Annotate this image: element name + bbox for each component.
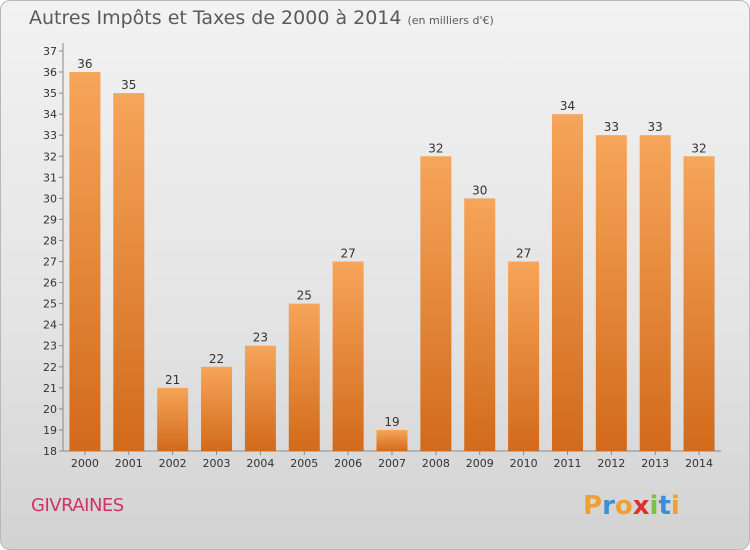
y-tick-label: 28 bbox=[43, 234, 57, 247]
bar bbox=[639, 135, 671, 452]
logo-letter: i bbox=[670, 491, 680, 521]
bar-value-label: 27 bbox=[516, 247, 531, 261]
bar-value-label: 21 bbox=[165, 373, 180, 387]
x-tick-label: 2012 bbox=[597, 457, 625, 470]
bar-value-label: 33 bbox=[604, 120, 619, 134]
x-tick-label: 2008 bbox=[422, 457, 450, 470]
logo-letter: x bbox=[632, 491, 650, 521]
x-tick-label: 2001 bbox=[115, 457, 143, 470]
bar-value-label: 27 bbox=[340, 247, 355, 261]
bar bbox=[551, 114, 583, 451]
logo-letter: o bbox=[614, 491, 633, 521]
bar bbox=[332, 261, 364, 451]
x-tick-label: 2007 bbox=[378, 457, 406, 470]
x-tick-label: 2000 bbox=[71, 457, 99, 470]
x-tick-label: 2003 bbox=[203, 457, 231, 470]
x-tick-label: 2010 bbox=[510, 457, 538, 470]
bar bbox=[683, 156, 715, 451]
chart-subtitle: (en milliers d'€) bbox=[407, 14, 494, 27]
x-tick-label: 2011 bbox=[553, 457, 581, 470]
logo-letter: P bbox=[583, 491, 603, 521]
y-tick-label: 24 bbox=[43, 319, 57, 332]
bar-value-label: 23 bbox=[253, 331, 268, 345]
bar-value-label: 30 bbox=[472, 183, 487, 197]
title-text: Autres Impôts et Taxes de 2000 à 2014 bbox=[29, 7, 402, 29]
bar bbox=[508, 261, 540, 451]
y-tick-label: 26 bbox=[43, 277, 57, 290]
town-name: GIVRAINES bbox=[31, 495, 124, 516]
bar-value-label: 33 bbox=[648, 120, 663, 134]
y-tick-label: 32 bbox=[43, 150, 57, 163]
x-tick-label: 2013 bbox=[641, 457, 669, 470]
bar-value-label: 32 bbox=[428, 141, 443, 155]
y-tick-label: 27 bbox=[43, 256, 57, 269]
y-tick-label: 36 bbox=[43, 66, 57, 79]
x-tick-label: 2005 bbox=[290, 457, 318, 470]
logo-letter: i bbox=[649, 491, 659, 521]
bar bbox=[595, 135, 627, 452]
y-tick-label: 30 bbox=[43, 192, 57, 205]
y-tick-label: 20 bbox=[43, 403, 57, 416]
y-tick-label: 18 bbox=[43, 445, 57, 458]
bar-value-label: 34 bbox=[560, 99, 575, 113]
x-tick-label: 2006 bbox=[334, 457, 362, 470]
bar-value-label: 22 bbox=[209, 352, 224, 366]
chart-title: Autres Impôts et Taxes de 2000 à 2014 (en… bbox=[29, 7, 494, 29]
x-tick-label: 2004 bbox=[246, 457, 274, 470]
x-tick-label: 2009 bbox=[466, 457, 494, 470]
y-tick-label: 31 bbox=[43, 171, 57, 184]
bar bbox=[69, 72, 101, 451]
y-tick-label: 33 bbox=[43, 129, 57, 142]
y-tick-label: 35 bbox=[43, 87, 57, 100]
y-tick-label: 19 bbox=[43, 424, 57, 437]
bar bbox=[201, 366, 233, 451]
y-tick-label: 22 bbox=[43, 361, 57, 374]
bar-value-label: 32 bbox=[691, 141, 706, 155]
y-tick-label: 37 bbox=[43, 45, 57, 58]
y-tick-label: 21 bbox=[43, 382, 57, 395]
bar bbox=[376, 429, 408, 451]
y-tick-label: 23 bbox=[43, 340, 57, 353]
y-tick-label: 29 bbox=[43, 213, 57, 226]
bar bbox=[244, 345, 276, 451]
logo-letter: t bbox=[658, 491, 671, 521]
bar bbox=[464, 198, 496, 451]
bar bbox=[157, 387, 189, 451]
logo-letter: r bbox=[602, 491, 615, 521]
y-tick-label: 34 bbox=[43, 108, 57, 121]
x-tick-label: 2002 bbox=[159, 457, 187, 470]
bar bbox=[113, 93, 145, 452]
bar-value-label: 25 bbox=[297, 289, 312, 303]
x-tick-label: 2014 bbox=[685, 457, 713, 470]
bar bbox=[288, 303, 320, 451]
bar-value-label: 36 bbox=[77, 57, 92, 71]
bar bbox=[420, 156, 452, 451]
bar-value-label: 35 bbox=[121, 78, 136, 92]
proxiti-logo[interactable]: Proxiti bbox=[583, 491, 680, 521]
bar-value-label: 19 bbox=[384, 415, 399, 429]
y-tick-label: 25 bbox=[43, 298, 57, 311]
